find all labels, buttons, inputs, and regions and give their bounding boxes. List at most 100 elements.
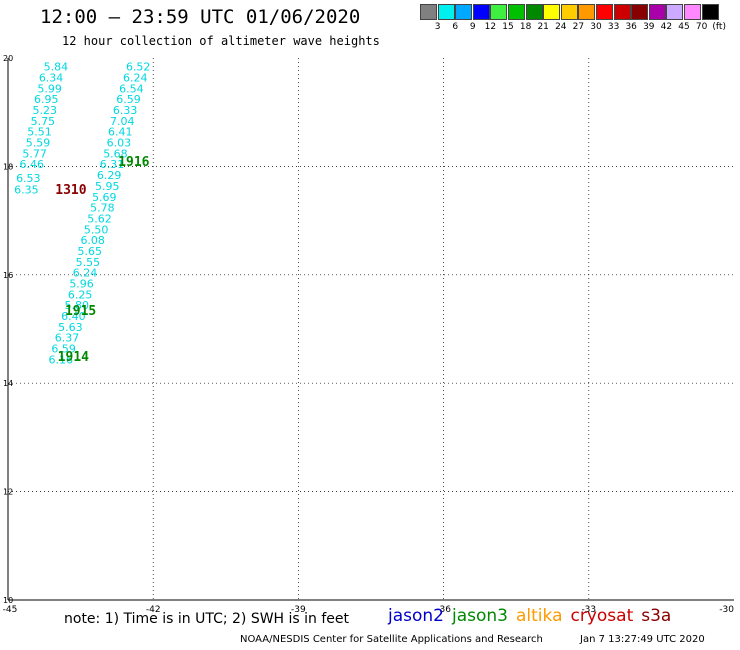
wave-height-point: 6.31 [100,158,125,171]
satellite-legend: jason2 jason3 altika cryosat s3a [388,606,679,626]
wave-height-point: 5.55 [76,256,101,269]
legend-label: 33 [607,22,620,32]
legend-swatch [631,4,649,20]
wave-height-point: 5.96 [69,277,94,290]
legend-swatch [437,4,455,20]
legend-label: 45 [678,22,690,32]
satellite-name: cryosat [570,606,634,626]
wave-height-point: 7.04 [110,115,135,128]
legend-label: (ft) [712,22,726,32]
x-tick-label: -33 [581,605,596,615]
x-tick-label: -45 [3,605,18,615]
wave-height-point: 5.59 [26,137,51,150]
legend-label: 3 [434,22,441,32]
wave-height-point: 5.95 [95,180,120,193]
y-tick-label: 10 [3,596,13,605]
legend-swatch [666,4,684,20]
legend-label: 27 [572,22,585,32]
wave-height-point: 6.08 [80,234,105,247]
x-tick-label: -30 [719,605,734,615]
legend-swatch [420,4,437,20]
wave-height-point: 5.68 [103,147,128,160]
legend-swatch [525,4,543,20]
wave-height-point: 6.29 [97,169,122,182]
satellite-name: jason2 [388,606,444,626]
wave-height-point: 5.62 [87,212,112,225]
time-labels: 1916 1310 1915 1914 [55,155,149,365]
legend-swatch [613,4,631,20]
wave-height-point: 5.65 [78,245,103,258]
legend-label: 24 [555,22,567,32]
time-label: 1916 [118,155,149,170]
legend-label: 21 [537,22,549,32]
wave-height-point: 5.75 [31,115,56,128]
map-frame [7,58,734,601]
satellite-name: s3a [641,606,672,626]
legend-swatch [701,4,719,20]
wave-height-point: 6.95 [34,93,59,106]
time-label: 1310 [55,183,86,198]
grid-lines [8,58,734,600]
x-tick-label: -39 [291,605,306,615]
wave-height-point: 5.51 [27,126,52,139]
map-subtitle: 12 hour collection of altimeter wave hei… [62,34,380,48]
legend-label: 12 [484,22,497,32]
wave-height-point: 5.99 [37,82,62,95]
legend-swatch [490,4,508,20]
legend-label: 18 [519,22,532,32]
y-tick-labels: 20 18 16 14 12 10 [3,54,13,605]
legend-label: 42 [660,22,673,32]
wave-height-point: 6.25 [68,288,93,301]
x-tick-labels: -45 -42 -39 -36 -33 -30 [3,605,735,615]
x-tick-label: -36 [436,605,451,615]
x-tick-label: -42 [146,605,161,615]
wave-height-point: 6.40 [61,310,86,323]
y-tick-label: 12 [3,488,13,497]
wave-height-point: 6.35 [14,184,39,197]
wave-height-point: 6.52 [126,61,151,74]
legend-label: 6 [452,22,459,32]
legend-swatch [648,4,666,20]
legend-swatch [560,4,578,20]
wave-height-point: 5.63 [58,321,83,334]
legend-swatch [455,4,473,20]
wave-height-values: 5.846.345.996.955.235.755.515.595.776.46… [14,61,150,367]
wave-height-point: 6.53 [16,172,41,185]
wave-height-point: 5.78 [90,202,115,215]
y-tick-label: 20 [3,54,13,63]
wave-height-point: 5.77 [22,147,47,160]
legend-label: 9 [469,22,476,32]
legend-swatch [578,4,596,20]
legend-swatch [472,4,490,20]
satellite-name: jason3 [452,606,508,626]
wave-height-point: 5.69 [92,191,117,204]
legend-label: 15 [502,22,514,32]
y-tick-label: 16 [3,271,13,280]
wave-height-point: 6.16 [49,353,74,366]
wave-height-point: 6.37 [55,332,80,345]
time-label: 1914 [58,350,89,365]
wave-height-point: 6.24 [123,72,148,85]
wave-height-point: 5.80 [64,299,89,312]
legend-label: 70 [695,22,708,32]
generation-timestamp: Jan 7 13:27:49 UTC 2020 [580,634,705,645]
wave-height-point: 6.59 [116,93,141,106]
y-tick-label: 14 [3,379,13,388]
wave-height-point: 6.59 [51,343,76,356]
wave-height-point: 5.84 [44,61,69,74]
footer-note: note: 1) Time is in UTC; 2) SWH is in fe… [64,611,350,627]
time-label: 1915 [65,304,96,319]
wave-height-point: 6.24 [73,267,98,280]
wave-height-point: 6.34 [39,72,64,85]
legend-label: 39 [643,22,655,32]
y-tick-label: 18 [3,162,13,171]
legend-swatch [596,4,613,20]
legend-label: 36 [625,22,637,32]
legend-swatch [508,4,525,20]
map-title: 12:00 – 23:59 UTC 01/06/2020 [40,6,361,28]
legend-swatch [684,4,701,20]
wave-height-point: 5.23 [33,104,58,117]
credit-line: NOAA/NESDIS Center for Satellite Applica… [240,634,543,645]
satellite-name: altika [516,606,563,626]
legend-label: 30 [590,22,602,32]
